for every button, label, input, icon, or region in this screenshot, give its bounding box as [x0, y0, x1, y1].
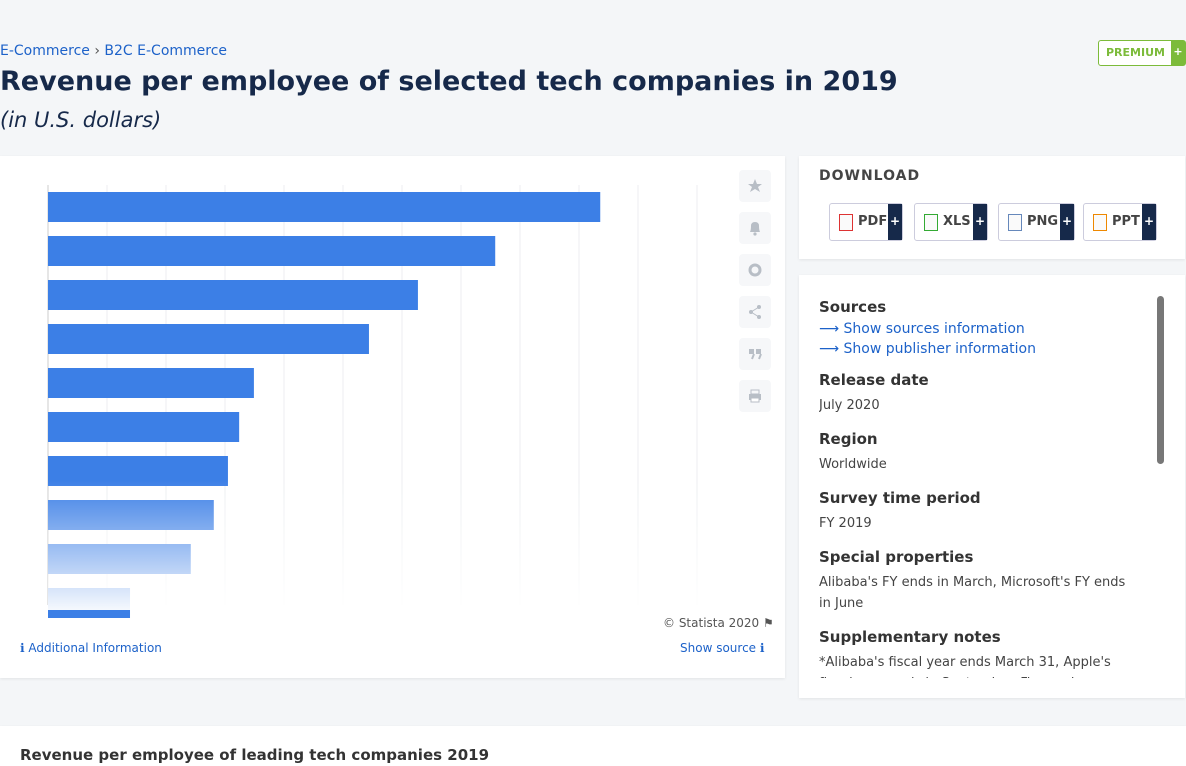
- detail-heading: Special properties: [819, 548, 974, 566]
- details: Sources ⟶ Show sources information ⟶ Sho…: [819, 284, 1139, 678]
- bar: [48, 368, 254, 398]
- download-label: PPT: [1112, 214, 1140, 229]
- bar: [48, 280, 418, 310]
- related-title: Revenue per employee of leading tech com…: [20, 746, 490, 764]
- premium-label: PREMIUM: [1106, 46, 1165, 59]
- settings-button[interactable]: [739, 254, 771, 286]
- copyright-text: © Statista 2020: [663, 616, 760, 630]
- download-title: DOWNLOAD: [819, 168, 921, 184]
- copyright: © Statista 2020 ⚑: [663, 616, 774, 630]
- cite-button[interactable]: [739, 338, 771, 370]
- download-button[interactable]: PDF +: [829, 203, 903, 241]
- subtitle: (in U.S. dollars): [0, 108, 162, 132]
- download-label: PNG: [1027, 214, 1059, 229]
- sources-link-text: Show sources information: [843, 321, 1025, 337]
- breadcrumb-link[interactable]: E-Commerce: [0, 43, 90, 59]
- additional-info[interactable]: ℹ Additional Information: [20, 641, 162, 655]
- download-label: PDF: [858, 214, 888, 229]
- download-button[interactable]: XLS +: [914, 203, 988, 241]
- detail-heading: Survey time period: [819, 489, 981, 507]
- bar: [48, 236, 496, 266]
- sources-link[interactable]: ⟶ Show sources information: [819, 321, 1025, 337]
- detail-text: Worldwide: [819, 457, 887, 472]
- alert-button[interactable]: [739, 212, 771, 244]
- bar: [48, 192, 601, 222]
- bar: [48, 324, 369, 354]
- breadcrumb-link[interactable]: B2C E-Commerce: [104, 43, 228, 59]
- detail-heading: Supplementary notes: [819, 628, 1001, 646]
- details-card: [799, 275, 1185, 698]
- title: Revenue per employee of selected tech co…: [0, 66, 898, 97]
- breadcrumb: E-Commerce › B2C E-Commerce: [0, 43, 228, 59]
- download-button[interactable]: PNG +: [998, 203, 1075, 241]
- sources-heading: Sources: [819, 298, 887, 316]
- detail-text: *Alibaba's fiscal year ends March 31, Ap…: [819, 655, 1111, 678]
- publisher-link[interactable]: ⟶ Show publisher information: [819, 341, 1036, 357]
- additional-info-text: Additional Information: [28, 641, 162, 655]
- scrollbar[interactable]: [1157, 296, 1164, 464]
- fade-overlay: [48, 480, 743, 610]
- detail-heading: Release date: [819, 371, 929, 389]
- bar: [48, 412, 240, 442]
- detail-text: Alibaba's FY ends in March, Microsoft's …: [819, 575, 1126, 611]
- download-label: XLS: [943, 214, 971, 229]
- detail-heading: Region: [819, 430, 878, 448]
- chart: [47, 185, 743, 618]
- favorite-button[interactable]: [739, 170, 771, 202]
- related-card: [0, 726, 1186, 766]
- show-source[interactable]: Show source ℹ: [680, 641, 765, 655]
- share-button[interactable]: [739, 296, 771, 328]
- print-button[interactable]: [739, 380, 771, 412]
- detail-text: July 2020: [819, 398, 880, 413]
- detail-text: FY 2019: [819, 516, 872, 531]
- premium-badge[interactable]: PREMIUM +: [1098, 40, 1186, 66]
- show-source-text: Show source: [680, 641, 757, 655]
- publisher-link-text: Show publisher information: [843, 341, 1036, 357]
- download-button[interactable]: PPT +: [1083, 203, 1157, 241]
